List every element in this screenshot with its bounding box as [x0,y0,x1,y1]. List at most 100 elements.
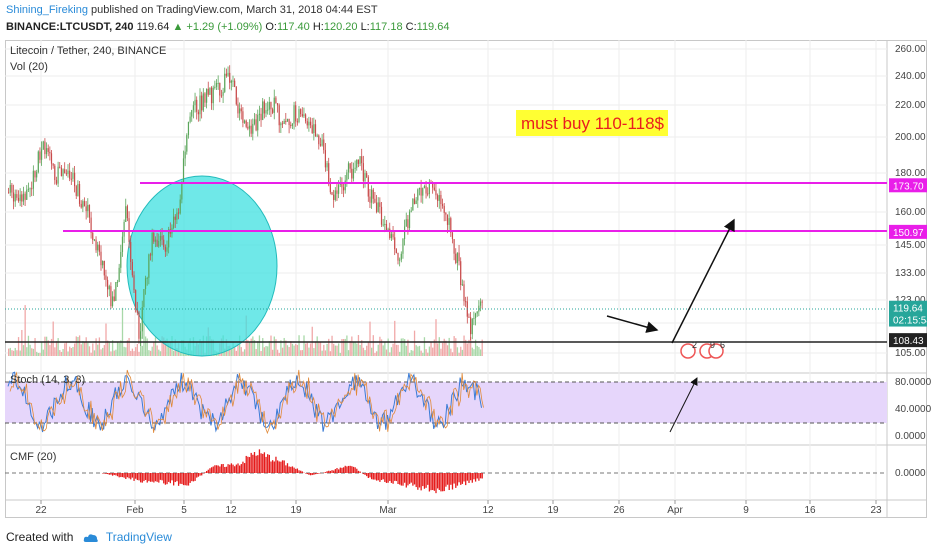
cmf-bar [253,452,256,473]
candle-body [258,113,260,115]
candle-body [31,188,33,190]
candle-body [52,163,54,166]
volume-bar [8,348,10,356]
volume-bar [382,345,384,356]
cmf-bar [420,473,422,491]
candle-body [182,158,185,183]
volume-bar [367,342,369,356]
candle-body [324,150,326,168]
cmf-bar [169,473,171,484]
volume-bar [347,350,350,356]
cmf-bar [481,473,483,479]
volume-bar [323,344,325,356]
candle-body [338,184,340,194]
chart-svg[interactable]: must buy 110-118$ 2 9 6 Litecoin / Tethe… [0,0,932,522]
candle-body [341,182,343,188]
cmf-bar [430,473,432,491]
volume-bar [438,337,440,356]
candle-body [253,119,256,124]
candle-body [138,312,140,339]
volume-bar [260,351,262,356]
candle-body [90,217,92,233]
candle-body [130,241,132,262]
candle-body [194,99,196,106]
candle-body [83,201,86,207]
price-tick-label: 200.00 [895,132,926,143]
candle-body [451,232,454,240]
cmf-bar [346,466,348,473]
flag-icon[interactable] [680,343,696,359]
cmf-bar [133,473,135,481]
cmf-bar [296,468,299,473]
candle-body [313,124,315,134]
volume-bar [334,345,336,356]
stoch-tick-label: 40.0000 [895,404,932,415]
event-icons[interactable]: 2 9 6 [680,340,725,359]
candle-body [285,121,287,123]
price-tag [889,224,927,239]
flag-icon[interactable] [708,343,724,359]
volume-bar [425,349,427,356]
candle-body [311,125,313,134]
candle-body [291,123,293,126]
candle-body [95,239,97,251]
cmf-bar [285,465,287,473]
author-link[interactable]: Shining_Fireking [6,4,88,16]
candle-body [100,251,102,266]
volume-bar [280,340,282,356]
candle-body [161,235,163,240]
time-tick-label: Feb [126,505,144,516]
volume-bar [161,336,163,356]
cmf-bar [201,473,203,476]
candle-body [191,110,193,117]
time-axis[interactable]: 22 Feb 5 12 19 Mar 12 19 26 Apr 9 16 23 [35,500,882,516]
candle-body [42,141,44,150]
cmf-bar [466,473,468,481]
volume-bar [384,342,386,356]
tradingview-brand[interactable]: TradingView [105,530,172,544]
volume-bar [451,352,454,356]
cmf-bar [286,463,289,473]
candle-body [148,254,150,278]
created-with: Created with TradingView [6,530,172,544]
candle-body [17,197,20,201]
candle-body [166,247,168,252]
volume-bar [408,352,411,356]
candle-body [268,102,270,110]
candle-body [105,275,107,280]
volume-bar [412,350,414,356]
candle-body [154,239,157,242]
cmf-bar [176,473,178,482]
candle-body [354,167,356,170]
volume-bar [366,345,368,356]
candle-body [22,193,25,202]
price-axis[interactable]: 105.00113.00123.00133.00145.00160.00180.… [895,44,932,479]
volume-bar [82,341,84,356]
candle-body [410,210,412,212]
candle-body [331,192,333,195]
volume-bar [441,342,444,356]
cmf-bar [352,466,355,473]
cmf-bar [248,457,251,473]
cmf-bar [191,473,193,482]
cmf-bar [311,473,313,476]
candle-body [283,121,285,124]
candle-body [78,184,81,204]
volume-bar [235,350,237,356]
volume-bar [169,341,171,356]
volume-bar [166,338,168,356]
candle-body [116,281,119,283]
volume-bar [118,342,120,356]
candle-body [36,172,38,178]
volume-bar [316,336,318,356]
candle-body [333,194,335,200]
cmf-bar [448,473,450,491]
candle-body [60,167,62,177]
candle-body [143,289,145,307]
candle-body [202,93,204,111]
volume-bar [461,349,464,356]
candle-body [377,202,379,212]
candle-body [400,253,402,260]
cmf-bar [364,473,366,475]
volume-bar [67,351,69,356]
